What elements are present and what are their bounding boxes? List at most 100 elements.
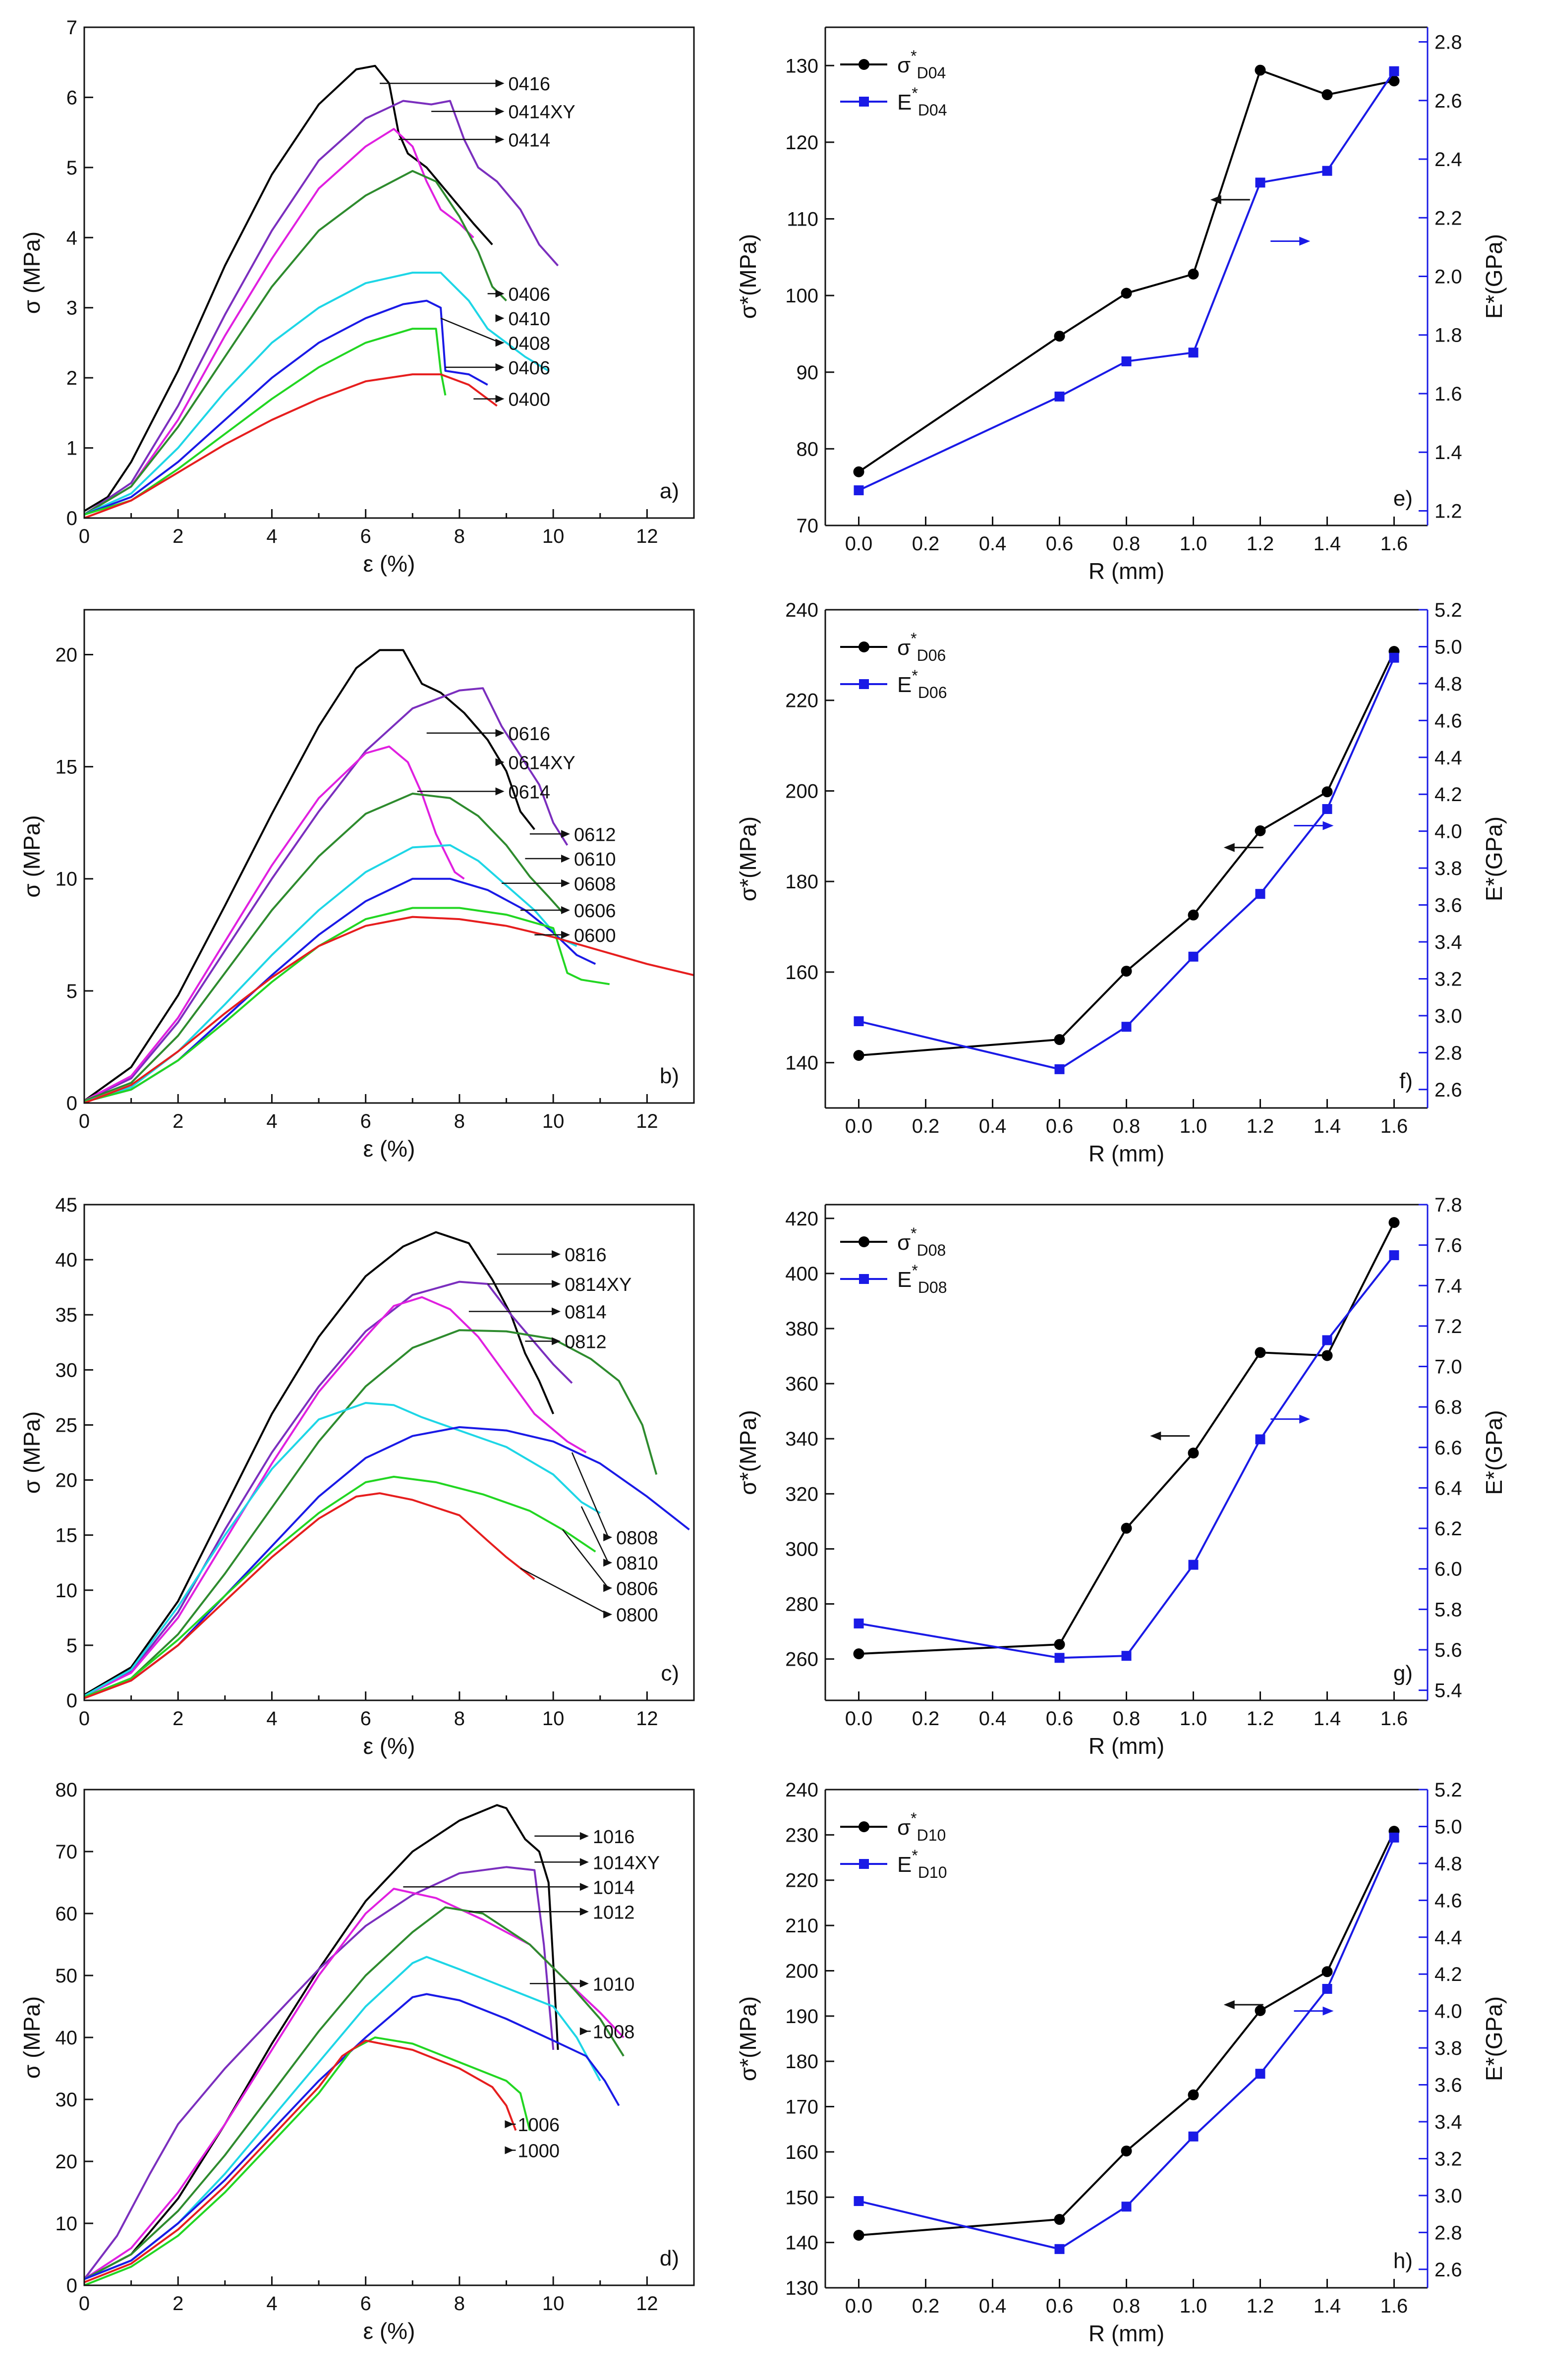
x-tick-label: 4 (266, 2293, 277, 2315)
x-tick-label: 0.0 (845, 1708, 873, 1730)
legend-modulus-star: * (912, 1262, 917, 1279)
x-tick-label: 10 (542, 1708, 565, 1730)
callout-label-0414: 0414 (509, 130, 551, 151)
x-tick-label: 12 (636, 1708, 658, 1730)
x-tick-label: 0.6 (1046, 1708, 1074, 1730)
x-tick-label: 6 (360, 1708, 371, 1730)
callout-label-0616: 0616 (509, 724, 551, 745)
callout-arrowhead (603, 1584, 613, 1592)
legend-sigma-star: * (911, 630, 917, 647)
legend-modulus-base: E (897, 90, 912, 115)
sigma-data-point (853, 466, 864, 477)
callout-label-0414XY: 0414XY (509, 102, 575, 123)
callout-label-0408: 0408 (509, 333, 551, 354)
right-y-tick-label: 3.6 (1434, 895, 1462, 917)
right-y-tick-label: 4.0 (1434, 821, 1462, 843)
legend-sigma-sub: D04 (917, 64, 946, 82)
legend-sigma-marker (859, 1236, 869, 1247)
x-tick-label: 1.4 (1314, 2295, 1341, 2317)
right-y-tick-label: 2.8 (1434, 2222, 1462, 2244)
panel-label: c) (661, 1661, 679, 1685)
y-tick-label: 0 (66, 1690, 77, 1712)
panel-label: g) (1393, 1661, 1413, 1685)
callout-arrowhead (561, 906, 570, 915)
right-y-tick-label: 5.2 (1434, 599, 1462, 621)
x-tick-label: 8 (454, 1110, 465, 1132)
y-axis-label: σ (MPa) (19, 815, 45, 897)
sigma-data-point (1255, 64, 1266, 76)
legend-modulus-marker (859, 1274, 869, 1284)
x-tick-label: 1.2 (1247, 1115, 1274, 1137)
modulus-data-point (1054, 391, 1065, 402)
left-y-tick-label: 70 (797, 515, 819, 537)
axis-indicator-arrowhead (1210, 195, 1221, 204)
modulus-data-point (1322, 1984, 1332, 1994)
callout-label-0816: 0816 (565, 1245, 607, 1266)
y-tick-label: 6 (66, 87, 77, 109)
right-y-tick-label: 7.4 (1434, 1275, 1462, 1297)
x-tick-label: 1.2 (1247, 1708, 1274, 1730)
right-y-tick-label: 2.2 (1434, 207, 1462, 229)
series-line-0806-6 (84, 1475, 596, 1698)
x-tick-label: 1.2 (1247, 533, 1274, 555)
callout-leader (580, 1506, 609, 1563)
right-y-axis-label: E*(GPa) (1481, 1996, 1507, 2081)
series-line-0414-2 (83, 128, 474, 516)
modulus-data-point (854, 1016, 864, 1027)
callout-arrowhead (561, 879, 570, 887)
sigma-data-point (1054, 2214, 1065, 2225)
series-line-0610-4 (84, 844, 577, 1103)
modulus-data-point (1255, 1434, 1265, 1445)
callout-arrowhead (495, 758, 505, 766)
modulus-data-point (1188, 348, 1199, 358)
y-tick-label: 60 (56, 1903, 78, 1925)
x-axis-label: ε (%) (363, 1733, 415, 1759)
callout-leader (520, 1567, 609, 1615)
right-y-tick-label: 4.6 (1434, 710, 1462, 732)
right-y-tick-label: 7.8 (1434, 1194, 1462, 1216)
callout-arrowhead (579, 1858, 589, 1866)
dual-axis-chart-h: 0.0 0.2 0.4 0.6 0.8 1.0 1.2 1.4 1.6 130 140 150 160 1… (735, 1779, 1507, 2346)
right-y-tick-label: 7.0 (1434, 1356, 1462, 1378)
right-y-tick-label: 3.8 (1434, 2037, 1462, 2059)
legend-modulus-label: E*D04 (897, 84, 947, 119)
callout-label-0810: 0810 (616, 1553, 658, 1574)
x-tick-label: 10 (542, 1110, 565, 1132)
right-y-tick-label: 6.8 (1434, 1396, 1462, 1418)
y-tick-label: 30 (56, 2089, 78, 2111)
callout-arrowhead (495, 290, 505, 298)
axis-indicator-arrowhead (1299, 1414, 1311, 1424)
right-y-tick-label: 2.4 (1434, 149, 1462, 171)
x-axis-label: R (mm) (1089, 2321, 1164, 2346)
right-y-tick-label: 4.8 (1434, 1853, 1462, 1875)
y-tick-label: 0 (66, 1093, 77, 1114)
callout-label-1006: 1006 (517, 2115, 560, 2136)
callout-arrowhead (552, 1307, 561, 1316)
callout-label-0610: 0610 (574, 849, 616, 870)
left-y-tick-label: 140 (785, 1052, 818, 1074)
x-tick-label: 0 (79, 525, 90, 547)
modulus-data-point (1255, 177, 1265, 188)
legend-sigma-label: σ*D08 (897, 1224, 946, 1259)
y-tick-label: 20 (56, 644, 78, 666)
y-tick-label: 70 (56, 1841, 78, 1863)
sigma-data-point (1121, 1522, 1132, 1534)
left-y-tick-label: 90 (797, 362, 819, 384)
legend-modulus-base: E (897, 673, 912, 697)
x-tick-label: 0.2 (912, 1115, 940, 1137)
x-tick-label: 1.4 (1314, 1115, 1341, 1137)
callout-label-1012: 1012 (593, 1902, 635, 1923)
right-y-tick-label: 2.8 (1434, 32, 1462, 54)
sigma-data-point (1321, 1966, 1333, 1977)
legend-sigma-marker (859, 641, 869, 652)
x-tick-label: 0.4 (979, 2295, 1007, 2317)
y-tick-label: 10 (56, 1580, 78, 1602)
modulus-data-point (1322, 1335, 1332, 1345)
x-axis-label: ε (%) (363, 551, 415, 577)
x-tick-label: 6 (360, 525, 371, 547)
left-y-axis-label: σ*(MPa) (735, 234, 761, 319)
x-tick-label: 0 (79, 1708, 90, 1730)
panel-label: h) (1393, 2249, 1413, 2273)
y-tick-label: 4 (66, 227, 77, 249)
